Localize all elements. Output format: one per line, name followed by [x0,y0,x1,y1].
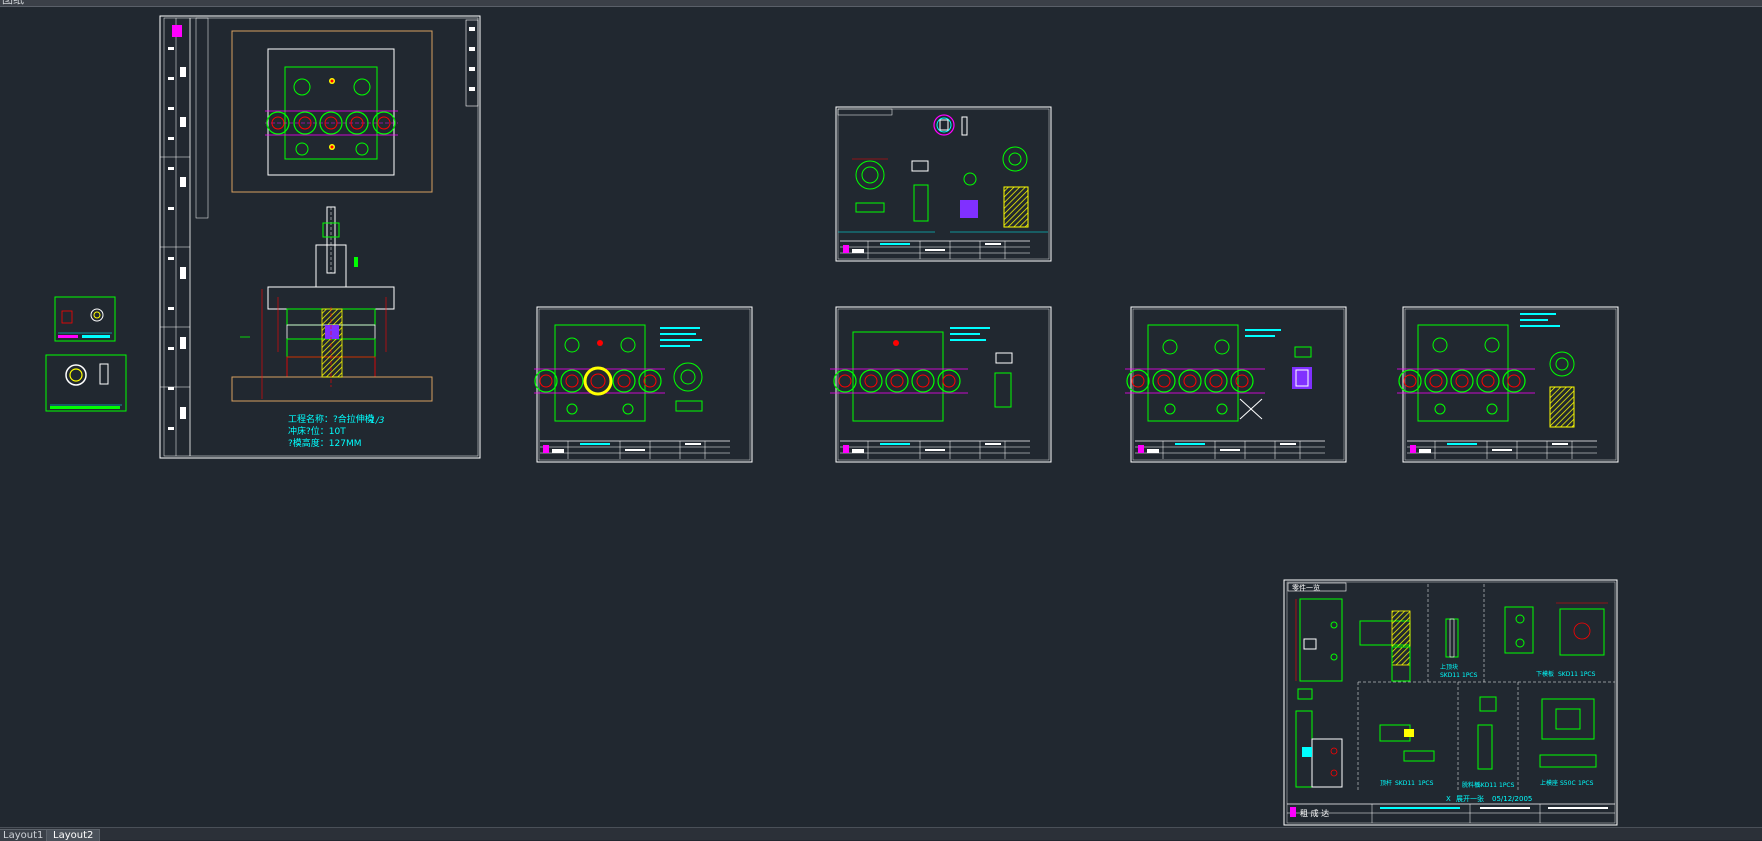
parts-footer-title: 展开一张 [1456,794,1484,803]
part-qty-ejector: 1PCS [1418,780,1434,787]
detail-sheet-3[interactable] [1125,306,1347,463]
part-qty-top-block: 1PCS [1462,672,1478,679]
parts-company-name: 租 成 达 [1300,808,1329,818]
assembly-note-press: 冲床?位：10T [288,425,346,437]
detail-sheet-2[interactable] [830,306,1052,463]
drawing-canvas[interactable]: 工程名称：?合拉伸模 冲床?位：10T ?模高度：127MM 1/3 [0,7,1762,827]
part-material-top-block: SKD11 [1440,672,1460,679]
thumbnail-drawing-2[interactable] [45,354,127,412]
tab-layout2[interactable]: Layout2 [46,829,101,841]
assembly-note-project: 工程名称：?合拉伸模 [288,413,374,425]
part-label-ejector: 顶杆 [1380,779,1392,787]
assembly-sheet[interactable]: 工程名称：?合拉伸模 冲床?位：10T ?模高度：127MM 1/3 [159,15,481,459]
part-label-upper-die-base: 上模座 [1540,779,1558,787]
assembly-scribble: 1/3 [370,416,385,426]
part-material-upper-die-base: S50C [1560,780,1576,787]
detail-sheet-top[interactable] [835,106,1052,262]
window-title: 图纸 [2,0,24,6]
part-label-top-block: 上顶块 [1440,663,1458,671]
detail-sheet-1[interactable] [534,306,753,463]
part-material-lower-plate: SKD11 [1558,671,1578,678]
part-label-lower-plate: 下模板 [1536,670,1554,678]
part-qty-upper-die-base: 1PCS [1578,780,1594,787]
detail-sheet-4[interactable] [1397,306,1619,463]
part-label-stripper: 脱料板 [1462,781,1480,789]
part-material-stripper: SKD11 [1477,782,1497,789]
layout-tab-bar: Layout1 Layout2 [0,827,1762,841]
assembly-note-height: ?模高度：127MM [288,437,362,449]
parts-footer-date: 05/12/2005 [1492,795,1532,803]
part-qty-stripper: 1PCS [1499,782,1515,789]
parts-sheet-title: 零件一览 [1292,583,1320,592]
window-title-bar: 图纸 [0,0,1762,7]
parts-footer-label: X [1446,795,1451,803]
parts-sheet[interactable]: 零件一览 上顶块 SKD11 1PCS 下模板 SKD11 1PCS [1283,579,1618,826]
part-qty-lower-plate: 1PCS [1580,671,1596,678]
tab-layout1[interactable]: Layout1 [0,829,51,841]
thumbnail-drawing-1[interactable] [54,296,116,342]
part-material-ejector: SKD11 [1395,780,1415,787]
